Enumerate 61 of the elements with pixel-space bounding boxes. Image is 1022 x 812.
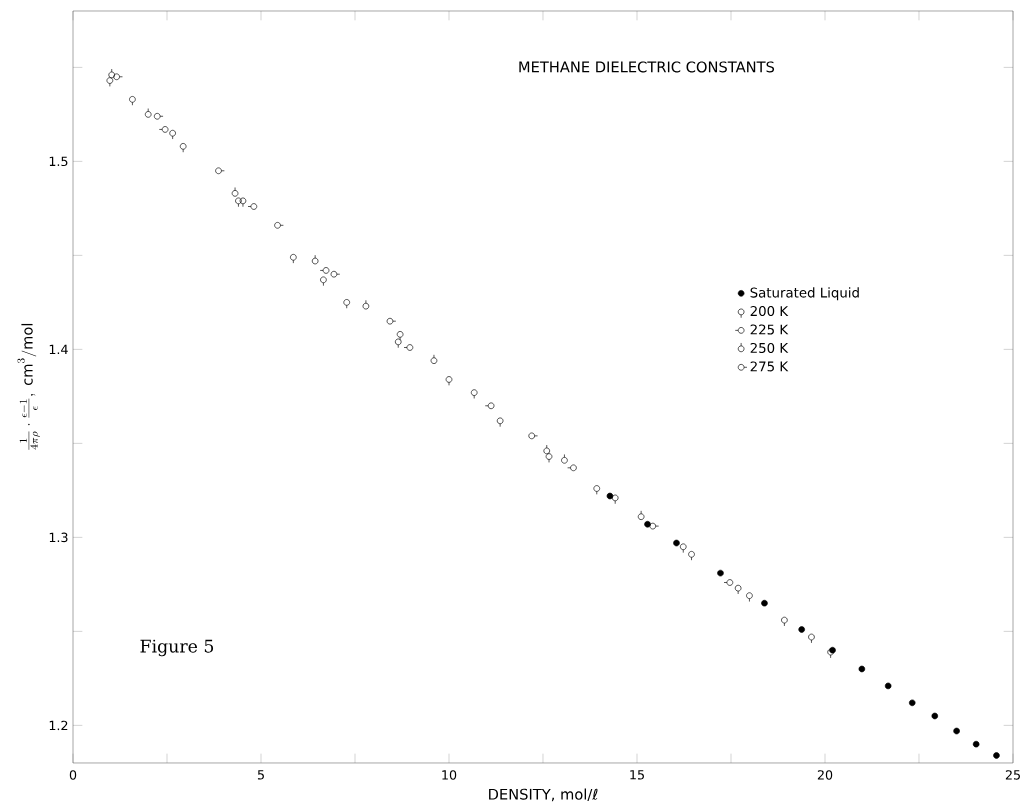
x-tick-label: 15	[630, 770, 644, 780]
point	[113, 73, 123, 81]
point	[179, 143, 187, 153]
text: METHANE DIELECTRIC CONSTANTS	[519, 61, 775, 73]
legend-label: 200 K	[750, 305, 789, 317]
legend-label: Saturated Liquid	[750, 287, 859, 301]
point	[215, 167, 225, 175]
legend-label: 250 K	[750, 342, 789, 354]
point	[717, 569, 724, 577]
point	[611, 494, 619, 505]
x-tick-label: 25	[1005, 770, 1020, 780]
point	[106, 77, 114, 87]
y-axis-title: $\frac{1}{4\pi\rho}\cdot\frac{\epsilon-1}{\epsilon},\ \mathrm{cm}^{3}/\mathrm{mol}$	[17, 323, 40, 450]
x-tick-label: 0	[69, 770, 77, 780]
point	[330, 270, 341, 278]
x-tick-label: 5	[257, 770, 264, 780]
point	[644, 520, 651, 528]
point	[239, 197, 247, 208]
point	[884, 682, 892, 690]
point	[908, 699, 916, 707]
x-tick-label: 20	[817, 770, 833, 780]
point	[543, 444, 551, 455]
point	[144, 108, 152, 118]
point	[561, 454, 568, 464]
legend-label: 275 K	[750, 361, 789, 372]
point	[496, 417, 504, 428]
point	[649, 522, 659, 530]
point	[593, 485, 601, 495]
point	[972, 740, 980, 748]
x-tick-label: 10	[442, 770, 457, 780]
y-tick-label: 1.3	[49, 532, 68, 543]
y-tick-label: 1.2	[49, 720, 68, 731]
point	[343, 299, 351, 309]
point	[746, 592, 753, 602]
point	[953, 727, 960, 735]
point	[993, 752, 1000, 759]
point	[470, 389, 478, 399]
point	[231, 187, 239, 197]
point	[445, 376, 453, 386]
point	[567, 464, 577, 472]
point	[798, 626, 805, 633]
point	[931, 712, 939, 720]
point	[679, 543, 687, 553]
point	[734, 584, 742, 595]
annotation: Figure 5	[140, 639, 214, 657]
point	[153, 112, 164, 120]
point	[528, 432, 538, 440]
y-tick-label: 1.5	[49, 156, 68, 167]
x-axis-title: DENSITY, mol/ℓ	[489, 788, 598, 802]
point	[274, 222, 284, 229]
point	[484, 402, 495, 410]
point	[673, 539, 680, 547]
y-tick-label: 1.4	[49, 344, 68, 354]
point	[688, 551, 695, 561]
point	[761, 599, 768, 607]
point	[858, 665, 866, 673]
point	[129, 96, 136, 106]
point	[386, 317, 397, 325]
point	[545, 453, 553, 463]
legend-label: 225 K	[750, 324, 789, 335]
point	[606, 492, 614, 500]
